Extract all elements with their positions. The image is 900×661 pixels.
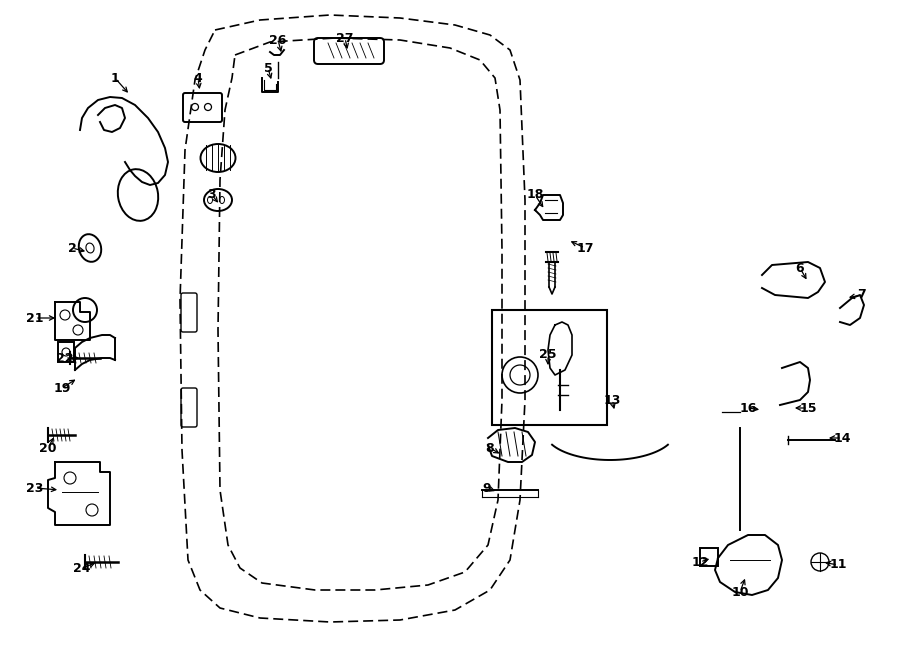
Text: 11: 11 (829, 559, 847, 572)
Text: 14: 14 (833, 432, 850, 444)
Text: 15: 15 (799, 401, 817, 414)
Text: 4: 4 (194, 71, 202, 85)
Text: 20: 20 (40, 442, 57, 455)
Text: 23: 23 (26, 481, 44, 494)
Text: 24: 24 (73, 561, 91, 574)
Text: 8: 8 (486, 442, 494, 455)
Text: 2: 2 (68, 241, 76, 254)
Bar (492, 310, 607, 425)
Bar (58, 342, 74, 362)
Text: 27: 27 (337, 32, 354, 44)
Text: 16: 16 (739, 401, 757, 414)
Text: 13: 13 (603, 393, 621, 407)
Text: 5: 5 (264, 61, 273, 75)
Text: 26: 26 (269, 34, 287, 46)
Text: 3: 3 (208, 188, 216, 202)
Text: 7: 7 (858, 288, 867, 301)
Text: 25: 25 (539, 348, 557, 362)
Text: 12: 12 (691, 555, 709, 568)
Text: 22: 22 (56, 352, 74, 364)
Text: 10: 10 (731, 586, 749, 598)
Text: 17: 17 (576, 241, 594, 254)
Text: 21: 21 (26, 311, 44, 325)
Text: 1: 1 (111, 71, 120, 85)
Bar (700, 548, 718, 566)
Text: 6: 6 (796, 262, 805, 274)
Text: 9: 9 (482, 481, 491, 494)
Text: 19: 19 (53, 381, 71, 395)
Text: 18: 18 (526, 188, 544, 202)
